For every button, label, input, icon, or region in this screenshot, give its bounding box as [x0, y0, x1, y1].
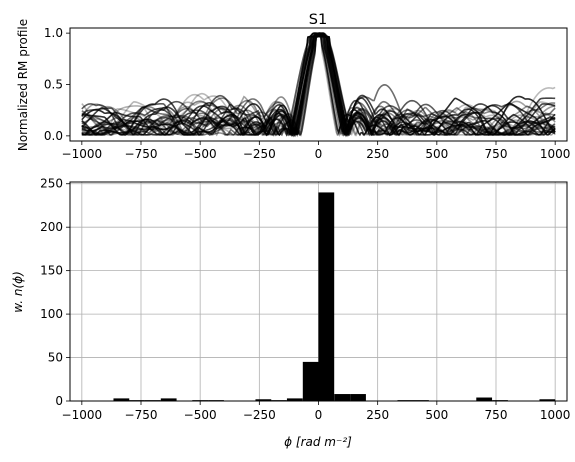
rm-profile-line	[81, 32, 556, 137]
rm-profile-lines	[81, 32, 556, 138]
rm-profile-line	[81, 32, 556, 137]
rm-profile-line	[81, 32, 556, 137]
rm-profile-line	[81, 32, 556, 137]
top-y-axis-label: Normalized RM profile	[16, 19, 30, 151]
rm-profile-line	[81, 32, 556, 136]
top-x-tick-label: −1000	[62, 147, 103, 161]
rm-profile-line	[81, 32, 556, 138]
rm-profile-line	[81, 32, 556, 137]
rm-profile-line	[81, 32, 556, 137]
top-y-tick-label: 0.5	[44, 78, 63, 92]
bottom-x-tick-label: 500	[425, 408, 448, 422]
bottom-x-tick-label: 0	[315, 408, 323, 422]
rm-profile-line	[81, 32, 556, 138]
bottom-y-tick-label: 200	[40, 220, 63, 234]
top-x-tick-label: −750	[125, 147, 158, 161]
top-x-tick-label: −250	[243, 147, 276, 161]
rm-profile-line	[81, 32, 556, 137]
bottom-y-ticks: 0 50 100 150 200 250	[40, 177, 70, 408]
bottom-x-ticks: −1000 −750 −500 −250 0 250 500 750 1000	[62, 401, 571, 422]
rm-profile-line	[81, 32, 556, 137]
bottom-x-axis-label: ϕ [rad m⁻²]	[284, 435, 352, 449]
histogram-bar	[160, 398, 177, 401]
rm-profile-line	[81, 32, 556, 137]
top-x-tick-label: 250	[366, 147, 389, 161]
rm-profile-line	[81, 32, 556, 138]
histogram-panel: −1000 −750 −500 −250 0 250 500 750 1000 0 50 100 15…	[11, 177, 570, 449]
bottom-y-tick-label: 0	[55, 394, 63, 408]
bottom-x-tick-label: −250	[243, 408, 276, 422]
bottom-x-tick-label: 250	[366, 408, 389, 422]
bottom-x-tick-label: 750	[485, 408, 508, 422]
bottom-y-axis-label: w. n(ϕ)	[11, 271, 25, 313]
rm-profile-line	[81, 32, 556, 136]
top-plot-frame	[69, 27, 568, 142]
top-x-ticks: −1000 −750 −500 −250 0 250 500 750 1000	[62, 141, 571, 161]
bottom-y-tick-label: 250	[40, 177, 63, 191]
top-x-tick-label: 0	[315, 147, 323, 161]
rm-profile-panel: S1 Normalized RM profile −1000 −750 −500 −2…	[16, 12, 570, 161]
rm-profile-line	[81, 32, 556, 137]
top-y-tick-label: 0.0	[44, 129, 63, 143]
rm-profile-line	[81, 32, 556, 137]
histogram-bar	[334, 394, 351, 401]
top-x-tick-label: −500	[184, 147, 217, 161]
histogram-bar	[476, 397, 493, 401]
bottom-y-tick-label: 100	[40, 307, 63, 321]
rm-profile-line	[81, 32, 556, 138]
bottom-x-tick-label: −750	[125, 408, 158, 422]
bottom-x-tick-label: −500	[184, 408, 217, 422]
top-x-tick-label: 1000	[540, 147, 571, 161]
bottom-y-tick-label: 50	[48, 351, 63, 365]
chart-title: S1	[309, 12, 327, 28]
histogram-bar	[539, 399, 556, 401]
bottom-x-tick-label: 1000	[540, 408, 571, 422]
top-y-tick-label: 1.0	[44, 26, 63, 40]
bottom-y-tick-label: 150	[40, 264, 63, 278]
rm-profile-line	[81, 32, 556, 138]
histogram-bar	[255, 399, 272, 401]
rm-profile-line	[81, 32, 556, 138]
rm-profile-line	[81, 32, 556, 137]
rm-profile-line	[81, 32, 556, 136]
rm-profile-line	[81, 32, 556, 138]
rm-profile-line	[81, 32, 556, 137]
histogram-bar	[302, 361, 319, 401]
histogram-bar	[318, 192, 335, 401]
rm-profile-line	[81, 32, 556, 138]
histogram-bars	[113, 192, 556, 401]
histogram-bar	[350, 394, 366, 401]
bottom-x-tick-label: −1000	[62, 408, 103, 422]
rm-profile-line	[81, 32, 556, 136]
top-y-ticks: 0.0 0.5 1.0	[44, 26, 70, 143]
rm-profile-line	[81, 32, 556, 137]
top-x-tick-label: 750	[485, 147, 508, 161]
rm-profile-line	[81, 32, 556, 137]
bottom-plot-frame	[69, 181, 568, 402]
histogram-bar	[113, 398, 130, 401]
rm-profile-line	[81, 32, 556, 137]
top-x-tick-label: 500	[425, 147, 448, 161]
histogram-bar	[286, 398, 303, 401]
rm-profile-line	[81, 32, 556, 138]
rm-profile-line	[81, 32, 556, 137]
